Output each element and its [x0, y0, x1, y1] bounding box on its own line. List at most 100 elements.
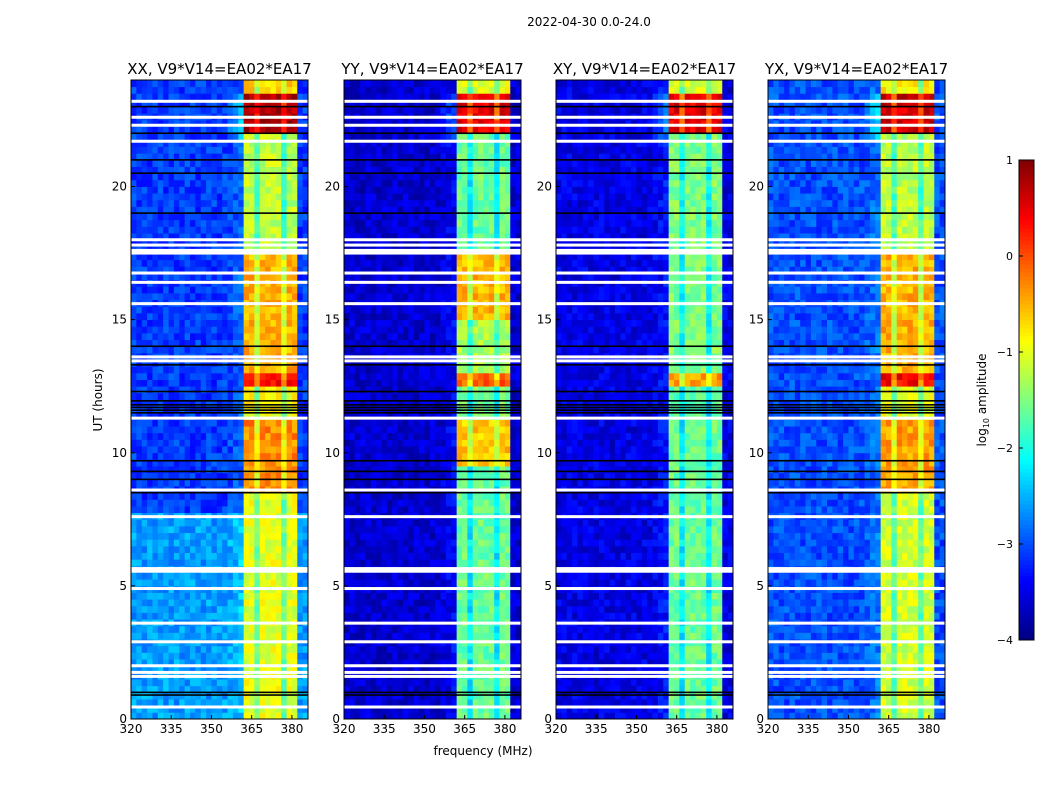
heatmap-cell — [270, 632, 276, 639]
heatmap-cell — [217, 499, 223, 506]
heatmap-cell — [494, 606, 500, 613]
heatmap-cell — [206, 593, 212, 600]
heatmap-cell — [387, 613, 393, 620]
heatmap-cell — [349, 446, 355, 453]
heatmap-cell — [500, 479, 506, 486]
heatmap-cell — [238, 579, 244, 586]
heatmap-cell — [281, 712, 287, 719]
heatmap-cell — [147, 286, 153, 293]
heatmap-cell — [297, 133, 303, 140]
heatmap-cell — [270, 626, 276, 633]
flag-line — [131, 412, 308, 414]
heatmap-cell — [142, 712, 148, 719]
heatmap-cell — [249, 226, 255, 233]
heatmap-cell — [281, 393, 287, 400]
heatmap-cell — [152, 200, 158, 207]
heatmap-cell — [217, 220, 223, 227]
heatmap-cell — [206, 80, 212, 87]
heatmap-cell — [228, 320, 234, 327]
heatmap-cell — [222, 573, 228, 580]
heatmap-cell — [185, 173, 191, 180]
heatmap-cell — [206, 107, 212, 114]
heatmap-cell — [408, 499, 414, 506]
heatmap-cell — [360, 699, 366, 706]
heatmap-cell — [398, 373, 404, 380]
heatmap-cell — [382, 579, 388, 586]
heatmap-cell — [441, 519, 447, 526]
heatmap-cell — [185, 293, 191, 300]
heatmap-cell — [297, 626, 303, 633]
heatmap-cell — [281, 313, 287, 320]
heatmap-cell — [136, 446, 142, 453]
heatmap-cell — [169, 147, 175, 154]
heatmap-cell — [158, 293, 164, 300]
heatmap-cell — [238, 606, 244, 613]
heatmap-cell — [179, 632, 185, 639]
heatmap-cell — [211, 599, 217, 606]
heatmap-cell — [281, 180, 287, 187]
heatmap-cell — [211, 260, 217, 267]
x-tick-label: 380 — [280, 722, 303, 736]
heatmap-cell — [292, 692, 298, 699]
heatmap-cell — [414, 526, 420, 533]
heatmap-cell — [238, 306, 244, 313]
heatmap-cell — [249, 646, 255, 653]
heatmap-cell — [287, 553, 293, 560]
heatmap-cell — [478, 599, 484, 606]
heatmap-cell — [185, 539, 191, 546]
heatmap-cell — [254, 553, 260, 560]
heatmap-cell — [371, 573, 377, 580]
heatmap-cell — [483, 712, 489, 719]
heatmap-cell — [478, 699, 484, 706]
heatmap-cell — [265, 306, 271, 313]
heatmap-cell — [387, 712, 393, 719]
heatmap-cell — [185, 393, 191, 400]
heatmap-cell — [276, 293, 282, 300]
heatmap-cell — [424, 606, 430, 613]
heatmap-cell — [276, 226, 282, 233]
heatmap-cell — [158, 107, 164, 114]
heatmap-cell — [403, 426, 409, 433]
heatmap-cell — [446, 579, 452, 586]
heatmap-cell — [211, 533, 217, 540]
heatmap-cell — [254, 187, 260, 194]
heatmap-cell — [169, 433, 175, 440]
heatmap-cell — [500, 380, 506, 387]
heatmap-cell — [174, 692, 180, 699]
heatmap-cell — [238, 433, 244, 440]
heatmap-cell — [287, 632, 293, 639]
heatmap-cell — [233, 286, 239, 293]
heatmap-cell — [297, 433, 303, 440]
heatmap-cell — [403, 519, 409, 526]
heatmap-cell — [136, 286, 142, 293]
heatmap-cell — [244, 306, 250, 313]
heatmap-cell — [131, 147, 137, 154]
heatmap-cell — [392, 559, 398, 566]
heatmap-cell — [473, 646, 479, 653]
heatmap — [131, 80, 308, 719]
heatmap-cell — [201, 506, 207, 513]
heatmap-cell — [190, 679, 196, 686]
heatmap-cell — [185, 313, 191, 320]
heatmap-cell — [158, 320, 164, 327]
heatmap-cell — [131, 346, 137, 353]
heatmap-cell — [419, 499, 425, 506]
heatmap-cell — [152, 499, 158, 506]
heatmap-cell — [147, 679, 153, 686]
heatmap-cell — [441, 453, 447, 460]
heatmap-cell — [244, 606, 250, 613]
heatmap-cell — [297, 173, 303, 180]
heatmap-cell — [355, 526, 361, 533]
heatmap-cell — [244, 419, 250, 426]
heatmap-cell — [254, 533, 260, 540]
heatmap-cell — [270, 493, 276, 500]
heatmap-cell — [222, 646, 228, 653]
heatmap-cell — [457, 632, 463, 639]
heatmap-cell — [292, 626, 298, 633]
heatmap-cell — [244, 699, 250, 706]
heatmap-cell — [446, 439, 452, 446]
heatmap-cell — [270, 220, 276, 227]
heatmap-cell — [136, 646, 142, 653]
heatmap-cell — [281, 187, 287, 194]
heatmap-cell — [201, 546, 207, 553]
